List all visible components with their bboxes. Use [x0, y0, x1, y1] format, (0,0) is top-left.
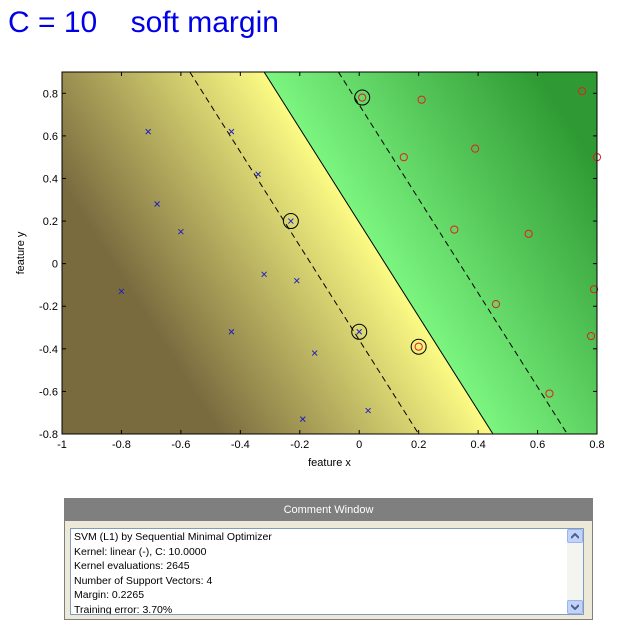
negative-point	[261, 271, 267, 278]
x-tick-label: -0.2	[290, 439, 309, 451]
negative-point	[145, 128, 152, 135]
decision-boundary-line	[263, 72, 494, 434]
x-tick-label: 0.8	[589, 439, 604, 451]
x-tick-label: 0.6	[530, 439, 545, 451]
comment-window: Comment Window SVM (L1) by Sequential Mi…	[64, 498, 593, 620]
y-tick-label: -0.4	[39, 344, 58, 356]
comment-line: Kernel evaluations: 2645	[74, 560, 190, 573]
positive-point	[414, 342, 423, 351]
positive-point	[524, 229, 533, 238]
positive-point	[358, 93, 367, 102]
negative-point	[299, 416, 306, 422]
negative-point	[255, 171, 262, 178]
scroll-up-button[interactable]	[567, 529, 583, 543]
support-vector-ring	[282, 213, 299, 230]
figure-title: C = 10 soft margin	[8, 6, 279, 39]
y-tick-label: 0	[52, 259, 58, 271]
comment-text-area[interactable]: SVM (L1) by Sequential Minimal Optimizer…	[70, 528, 584, 615]
positive-point	[491, 300, 501, 309]
negative-point	[154, 201, 160, 207]
x-tick-label: 0.4	[470, 439, 485, 451]
positive-point	[586, 331, 596, 341]
positive-point	[471, 144, 480, 153]
margin-line	[189, 72, 420, 434]
comment-line: Number of Support Vectors: 4	[74, 574, 213, 587]
comment-line: Training error: 3.70%	[74, 603, 173, 615]
negative-point	[228, 128, 235, 135]
plot-frame	[61, 71, 598, 435]
negative-point	[118, 288, 125, 295]
x-tick-label: -0.4	[231, 439, 250, 451]
positive-point	[578, 87, 587, 96]
positive-point	[589, 285, 599, 294]
negative-point	[356, 328, 363, 335]
x-tick-label: 0	[356, 439, 362, 451]
plot-area	[62, 72, 597, 434]
negative-point	[293, 277, 300, 284]
comment-line: SVM (L1) by Sequential Minimal Optimizer	[74, 531, 272, 543]
comment-window-title: Comment Window	[65, 499, 592, 521]
y-tick-label: 0.6	[43, 131, 58, 143]
x-tick-label: -0.8	[112, 439, 131, 451]
positive-point	[450, 225, 459, 234]
comment-scrollbar[interactable]	[567, 529, 583, 614]
negative-point	[178, 228, 184, 235]
support-vector-ring	[351, 323, 368, 340]
y-tick-label: -0.8	[39, 429, 58, 441]
chevron-up-icon	[571, 533, 579, 539]
x-tick-label: -1	[57, 439, 67, 451]
y-tick-label: -0.2	[39, 301, 58, 313]
x-tick-label: 0.2	[411, 439, 426, 451]
positive-point	[545, 389, 554, 398]
negative-region	[62, 72, 493, 434]
y-tick-label: 0.4	[43, 173, 58, 185]
support-vector-ring	[354, 89, 371, 106]
svm-plot: -1 -0.8 -0.6 -0.4 -0.2 0 0.2 0.4 0.6 0.8-0.8-0.6-…	[15, 71, 605, 469]
positive-point	[417, 95, 426, 104]
comment-line: Margin: 0.2265	[74, 589, 145, 602]
y-tick-label: -0.6	[39, 386, 58, 398]
margin-line	[337, 72, 568, 434]
negative-point	[311, 350, 318, 356]
y-tick-label: 0.2	[43, 216, 58, 228]
scroll-down-button[interactable]	[567, 600, 583, 614]
x-axis-label: feature x	[308, 457, 351, 469]
y-tick-label: 0.8	[43, 88, 58, 100]
negative-point	[365, 407, 371, 414]
positive-point	[399, 153, 408, 162]
support-vector-ring	[410, 338, 427, 355]
chevron-down-icon	[571, 604, 579, 610]
comment-line: Kernel: linear (-), C: 10.0000	[74, 545, 207, 558]
negative-point	[288, 218, 294, 224]
y-axis-label: feature y	[15, 231, 27, 274]
x-tick-label: -0.6	[171, 439, 190, 451]
negative-point	[228, 328, 235, 335]
positive-region	[264, 72, 597, 434]
